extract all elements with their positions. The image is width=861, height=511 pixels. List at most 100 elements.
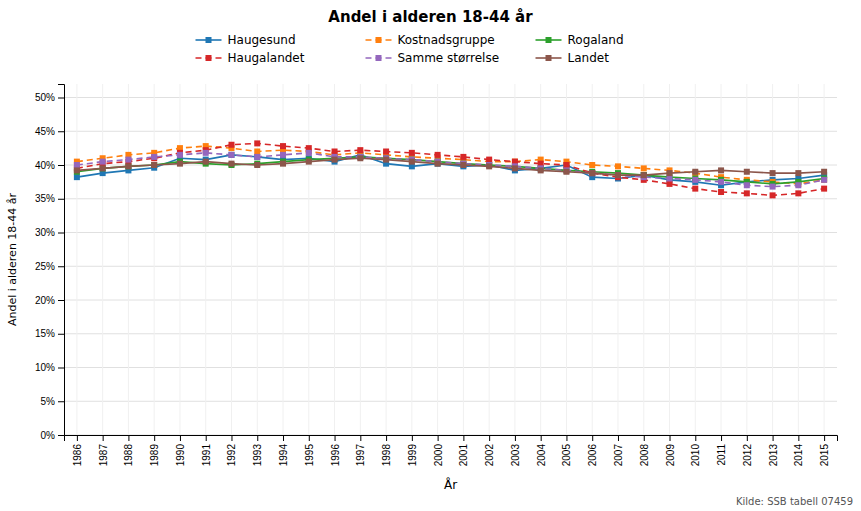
x-tick: 2003 [510, 435, 521, 466]
grid-line-x [437, 84, 438, 435]
x-tick: 2007 [613, 435, 624, 466]
point [254, 140, 260, 146]
x-tick-label: 2014 [793, 444, 804, 467]
plot-area: 0%5%10%15%20%25%30%35%40%45%50%198619871… [35, 84, 838, 466]
grid-line-x [592, 84, 593, 435]
legend-marker [376, 37, 382, 43]
point [718, 167, 724, 173]
y-tick: 5% [41, 396, 64, 407]
y-tick-mark [58, 98, 64, 99]
x-tick-label: 1989 [149, 444, 160, 467]
point [692, 177, 698, 183]
y-tick: 45% [35, 126, 64, 137]
x-tick: 1992 [226, 435, 237, 466]
series-line [77, 153, 824, 187]
x-tick: 1998 [381, 435, 392, 466]
point [306, 159, 312, 165]
point [641, 172, 647, 178]
y-tick-label: 35% [35, 193, 55, 204]
legend-label: Samme størrelse [398, 51, 500, 65]
point [177, 161, 183, 167]
point [383, 149, 389, 155]
grid-line-x [205, 84, 206, 435]
point [795, 170, 801, 176]
annotation: Kilde: SSB tabell 07459 [736, 496, 853, 507]
series-line [77, 158, 824, 175]
x-tick-label: 1988 [123, 444, 134, 467]
grid-line-x [283, 84, 284, 435]
grid-line-x [102, 84, 103, 435]
grid-line-x [746, 84, 747, 435]
point [151, 154, 157, 160]
point [74, 162, 80, 168]
x-tick: 2005 [561, 435, 572, 466]
series [74, 152, 827, 188]
point [589, 170, 595, 176]
series [74, 150, 827, 190]
legend-item: Rogaland [536, 33, 624, 47]
legend-label: Rogaland [568, 33, 624, 47]
x-tick-label: 1986 [72, 444, 83, 467]
y-tick: 0% [41, 430, 64, 441]
grid-line-x [76, 84, 77, 435]
grid-line-x [360, 84, 361, 435]
point [228, 152, 234, 158]
grid-line-x [179, 84, 180, 435]
point [280, 152, 286, 158]
x-tick-mark [695, 435, 696, 441]
x-tick-label: 1999 [407, 444, 418, 467]
point [718, 179, 724, 185]
x-tick-mark [231, 435, 232, 441]
grid-line-x [128, 84, 129, 435]
x-tick-label: 2003 [510, 444, 521, 467]
x-tick-label: 2000 [433, 444, 444, 467]
x-tick-mark [566, 435, 567, 441]
point [332, 157, 338, 163]
y-tick: 20% [35, 295, 64, 306]
x-tick: 2004 [536, 435, 547, 466]
y-tick: 10% [35, 362, 64, 373]
x-tick: 2014 [793, 435, 804, 466]
title: Andel i alderen 18-44 år [328, 8, 533, 26]
series [74, 140, 827, 198]
y-tick-label: 15% [35, 328, 55, 339]
series-layer [74, 140, 827, 198]
legend: HaugesundKostnadsgruppeRogalandHaugaland… [196, 33, 624, 65]
point [589, 170, 595, 176]
point [692, 169, 698, 175]
point [409, 159, 415, 165]
x-tick-mark [747, 435, 748, 441]
point [589, 162, 595, 168]
x-tick-mark [206, 435, 207, 441]
point [667, 170, 673, 176]
x-tick-mark [438, 435, 439, 441]
point [538, 167, 544, 173]
series-line [77, 143, 824, 195]
point [770, 184, 776, 190]
x-tick-mark [824, 435, 825, 441]
point [254, 154, 260, 160]
y-tick-label: 0% [41, 430, 56, 441]
y-tick-label: 20% [35, 295, 55, 306]
y-tick: 50% [35, 92, 64, 103]
x-tick-label: 2008 [639, 444, 650, 467]
point [563, 169, 569, 175]
grid-line-x [334, 84, 335, 435]
y-tick: 40% [35, 160, 64, 171]
point [486, 163, 492, 169]
grid-line-x [257, 84, 258, 435]
x-tick-label: 1992 [226, 444, 237, 467]
grid-line-x [540, 84, 541, 435]
x-tick-label: 1997 [355, 444, 366, 467]
x-tick-mark [309, 435, 310, 441]
y-tick-mark [58, 199, 64, 200]
legend-item: Haugalandet [196, 51, 305, 65]
grid-line-x [154, 84, 155, 435]
point [512, 165, 518, 171]
point [151, 162, 157, 168]
x-tick-mark [515, 435, 516, 441]
point [821, 177, 827, 183]
x-tick-label: 1991 [201, 444, 212, 467]
x-tick-mark [360, 435, 361, 441]
y-tick: 25% [35, 261, 64, 272]
